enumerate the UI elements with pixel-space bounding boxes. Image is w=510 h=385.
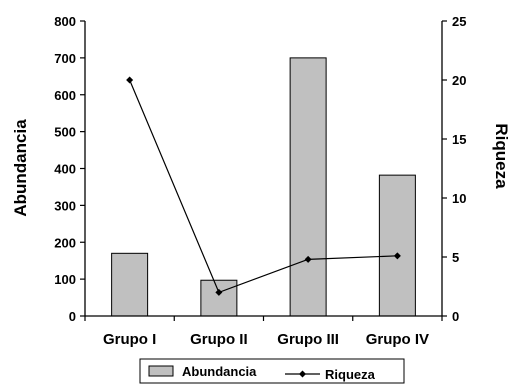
y2-tick-label: 25 [452, 14, 466, 29]
legend-line-marker [299, 370, 306, 378]
bar-1 [111, 252, 149, 317]
riqueza-line [129, 79, 398, 294]
category-labels: Grupo I Grupo II Grupo III Grupo IV [84, 316, 443, 348]
riqueza-point-3 [304, 255, 312, 263]
bar-2 [200, 279, 238, 317]
y2-axis-title: Riqueza [492, 123, 510, 189]
y-tick-label: 500 [54, 125, 76, 140]
category-label: Grupo I [103, 331, 156, 348]
y2-tick-label: 10 [452, 191, 466, 206]
riqueza-line-layer [126, 76, 401, 296]
legend: Abundancia Riqueza [139, 358, 405, 384]
left-ticks: 0 100 200 300 400 500 600 700 800 [54, 14, 85, 324]
category-label: Grupo II [190, 331, 248, 348]
y2-tick-label: 5 [452, 250, 459, 265]
y-tick-label: 300 [54, 198, 76, 213]
y-tick-label: 400 [54, 162, 76, 177]
legend-label-abundancia: Abundancia [182, 364, 257, 379]
y-tick-label: 700 [54, 51, 76, 66]
bars-layer [111, 57, 416, 317]
legend-label-riqueza: Riqueza [325, 367, 376, 382]
y-tick-label: 0 [69, 309, 76, 324]
legend-bar-swatch [148, 365, 174, 377]
riqueza-point-2 [215, 288, 223, 296]
right-ticks: 0 5 10 15 20 25 [442, 14, 466, 324]
y2-tick-label: 15 [452, 132, 466, 147]
y-axis-title: Abundancia [11, 119, 30, 217]
bar-3 [289, 57, 327, 317]
category-label: Grupo III [277, 331, 339, 348]
y2-tick-label: 20 [452, 73, 466, 88]
y2-tick-label: 0 [452, 309, 459, 324]
category-label: Grupo IV [366, 331, 429, 348]
riqueza-point-4 [393, 252, 401, 260]
y-tick-label: 800 [54, 14, 76, 29]
legend-box [139, 358, 405, 384]
y-tick-label: 200 [54, 235, 76, 250]
bar-4 [378, 174, 416, 317]
y-tick-label: 100 [54, 272, 76, 287]
riqueza-point-1 [126, 76, 134, 84]
y-tick-label: 600 [54, 88, 76, 103]
